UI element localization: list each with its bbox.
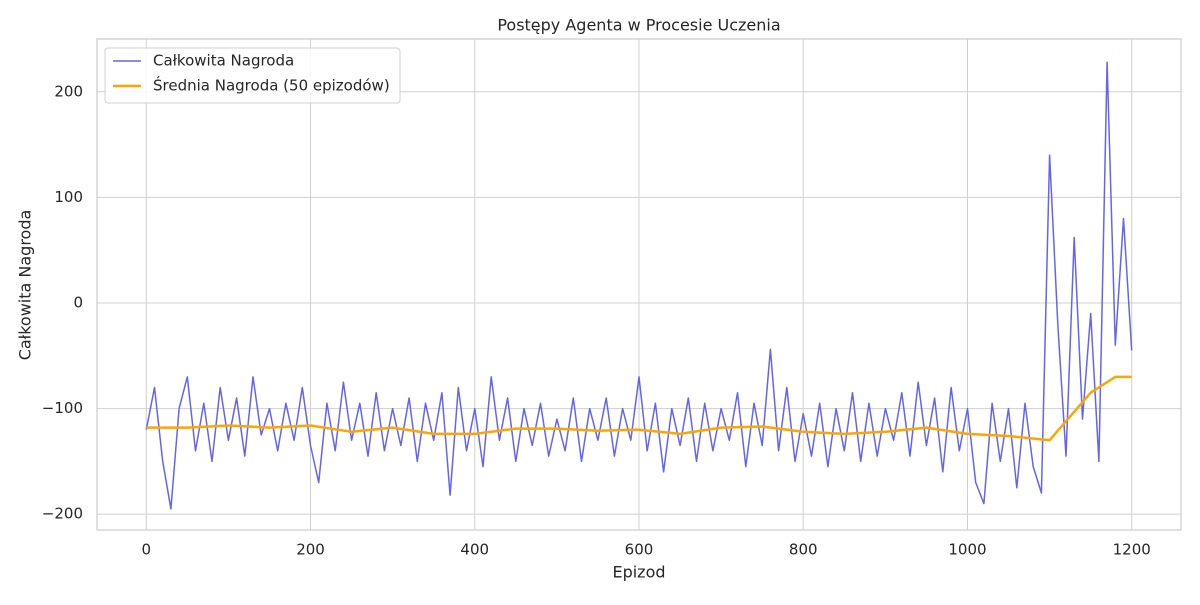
y-tick-label: 0	[73, 293, 83, 311]
x-tick-label: 0	[141, 541, 151, 559]
legend-label: Średnia Nagroda (50 epizodów)	[153, 76, 390, 95]
y-axis-label: Całkowita Nagroda	[16, 210, 35, 361]
x-tick-label: 800	[789, 541, 818, 559]
plot-frame	[96, 38, 1182, 531]
legend-box	[104, 47, 401, 104]
x-tick-label: 1000	[948, 541, 986, 559]
y-tick-label: −200	[42, 505, 83, 523]
x-tick-label: 200	[296, 541, 325, 559]
series-line	[145, 61, 1133, 510]
x-tick-label: 1200	[1113, 541, 1151, 559]
x-tick-label: 400	[460, 541, 489, 559]
x-tick-label: 600	[625, 541, 654, 559]
legend-label: Całkowita Nagroda	[153, 52, 294, 70]
y-tick-label: −100	[42, 399, 83, 417]
chart-title: Postępy Agenta w Procesie Uczenia	[497, 16, 780, 35]
x-axis-label: Epizod	[612, 563, 665, 582]
y-tick-label: 200	[54, 82, 83, 100]
series-line	[146, 375, 1132, 442]
y-tick-label: 100	[54, 188, 83, 206]
